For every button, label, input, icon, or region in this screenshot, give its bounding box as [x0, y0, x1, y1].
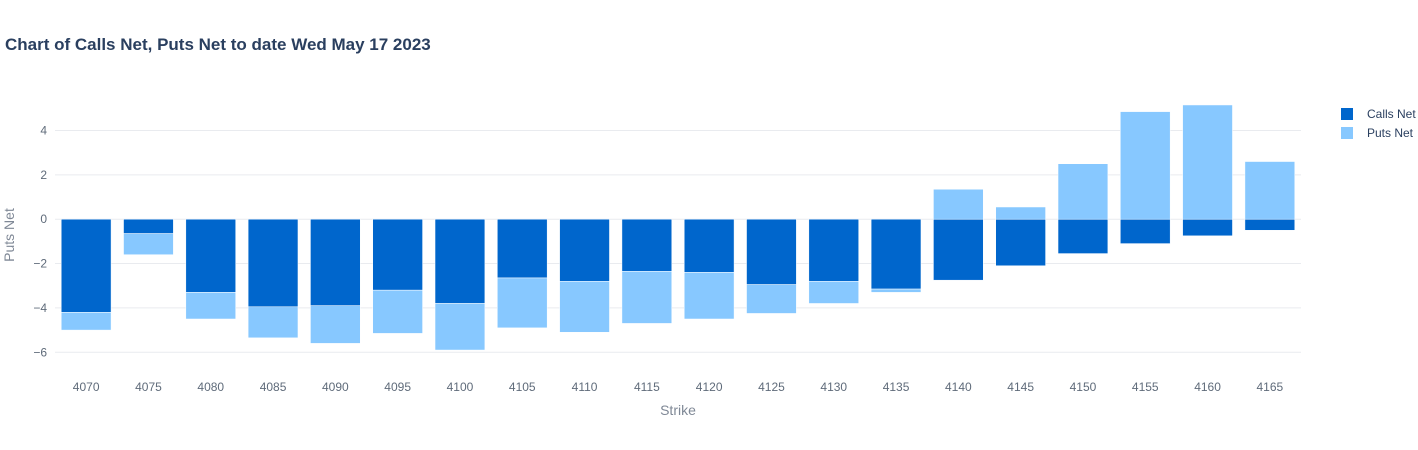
legend-swatch — [1341, 127, 1353, 139]
bar-puts-net-4110[interactable] — [559, 281, 610, 333]
x-tick-label: 4095 — [384, 380, 411, 394]
chart-title: Chart of Calls Net, Puts Net to date Wed… — [5, 35, 431, 54]
bar-calls-net-4095[interactable] — [372, 218, 423, 291]
x-tick-label: 4080 — [197, 380, 224, 394]
bar-calls-net-4075[interactable] — [123, 218, 174, 234]
bar-puts-net-4085[interactable] — [247, 306, 299, 339]
bar-puts-net-4135[interactable] — [870, 288, 922, 293]
bar-puts-net-4165[interactable] — [1244, 161, 1296, 220]
y-tick-label: 2 — [40, 168, 47, 182]
legend-label: Calls Net — [1367, 107, 1416, 121]
x-tick-label: 4100 — [447, 380, 474, 394]
x-tick-labels: 4070 4075 4080 4085 4090 4095 4100 4105 4110 4115… — [73, 380, 1284, 394]
bar-calls-net-4135[interactable] — [870, 218, 922, 290]
x-tick-label: 4135 — [883, 380, 910, 394]
x-tick-label: 4085 — [260, 380, 287, 394]
bar-puts-net-4155[interactable] — [1120, 111, 1171, 220]
bar-calls-net-4125[interactable] — [746, 218, 797, 285]
bar-puts-net-4145[interactable] — [995, 206, 1046, 220]
bar-calls-net-4150[interactable] — [1057, 218, 1109, 254]
x-tick-label: 4165 — [1256, 380, 1283, 394]
bars-layer — [60, 104, 1296, 351]
bar-puts-net-4105[interactable] — [497, 277, 548, 329]
grid-layer — [55, 129, 1301, 353]
x-tick-label: 4145 — [1007, 380, 1034, 394]
x-tick-label: 4150 — [1070, 380, 1097, 394]
x-axis-title: Strike — [660, 402, 696, 418]
bar-calls-net-4080[interactable] — [185, 218, 236, 293]
legend-item-calls-net[interactable]: Calls Net — [1341, 107, 1416, 121]
y-tick-label: 0 — [40, 212, 47, 226]
bar-puts-net-4120[interactable] — [683, 272, 735, 320]
bar-puts-net-4125[interactable] — [746, 284, 797, 314]
x-tick-label: 4105 — [509, 380, 536, 394]
x-tick-label: 4075 — [135, 380, 162, 394]
bar-puts-net-4150[interactable] — [1057, 163, 1109, 220]
y-axis-title: Puts Net — [1, 208, 17, 262]
bar-calls-net-4070[interactable] — [60, 218, 112, 313]
bar-calls-net-4090[interactable] — [310, 218, 361, 306]
y-tick-label: −6 — [33, 345, 47, 359]
bar-calls-net-4155[interactable] — [1120, 218, 1171, 244]
y-tick-label: −4 — [33, 301, 47, 315]
y-tick-labels: −6 −4 −2 0 2 4 — [33, 123, 47, 359]
x-tick-label: 4160 — [1194, 380, 1221, 394]
bar-calls-net-4140[interactable] — [933, 218, 984, 281]
bar-calls-net-4145[interactable] — [995, 218, 1046, 267]
bar-calls-net-4165[interactable] — [1244, 218, 1296, 231]
x-tick-label: 4155 — [1132, 380, 1159, 394]
x-tick-label: 4140 — [945, 380, 972, 394]
legend-swatch — [1341, 108, 1353, 120]
x-tick-label: 4110 — [572, 380, 598, 394]
bar-puts-net-4090[interactable] — [310, 305, 361, 344]
bar-calls-net-4120[interactable] — [683, 218, 735, 273]
bar-calls-net-4160[interactable] — [1182, 218, 1233, 237]
bar-calls-net-4085[interactable] — [247, 218, 299, 308]
bar-puts-net-4100[interactable] — [434, 303, 486, 351]
bar-puts-net-4080[interactable] — [185, 292, 236, 320]
bar-puts-net-4075[interactable] — [123, 233, 174, 255]
bar-calls-net-4100[interactable] — [434, 218, 486, 304]
bar-puts-net-4140[interactable] — [933, 189, 984, 220]
bar-puts-net-4095[interactable] — [372, 289, 423, 334]
bar-puts-net-4160[interactable] — [1182, 104, 1233, 220]
x-tick-label: 4115 — [634, 380, 660, 394]
y-tick-label: 4 — [40, 123, 47, 137]
x-tick-label: 4090 — [322, 380, 349, 394]
y-tick-label: −2 — [33, 257, 47, 271]
legend-label: Puts Net — [1367, 126, 1414, 140]
bar-calls-net-4130[interactable] — [808, 218, 859, 282]
bar-calls-net-4115[interactable] — [621, 218, 673, 272]
x-tick-label: 4125 — [758, 380, 785, 394]
x-tick-label: 4120 — [696, 380, 723, 394]
x-tick-label: 4130 — [820, 380, 847, 394]
bar-calls-net-4110[interactable] — [559, 218, 610, 282]
bar-puts-net-4070[interactable] — [60, 312, 112, 331]
legend[interactable]: Calls Net Puts Net — [1341, 107, 1416, 140]
legend-item-puts-net[interactable]: Puts Net — [1341, 126, 1414, 140]
bar-calls-net-4105[interactable] — [497, 218, 548, 279]
bar-puts-net-4115[interactable] — [621, 271, 673, 324]
bar-puts-net-4130[interactable] — [808, 281, 859, 304]
x-tick-label: 4070 — [73, 380, 100, 394]
